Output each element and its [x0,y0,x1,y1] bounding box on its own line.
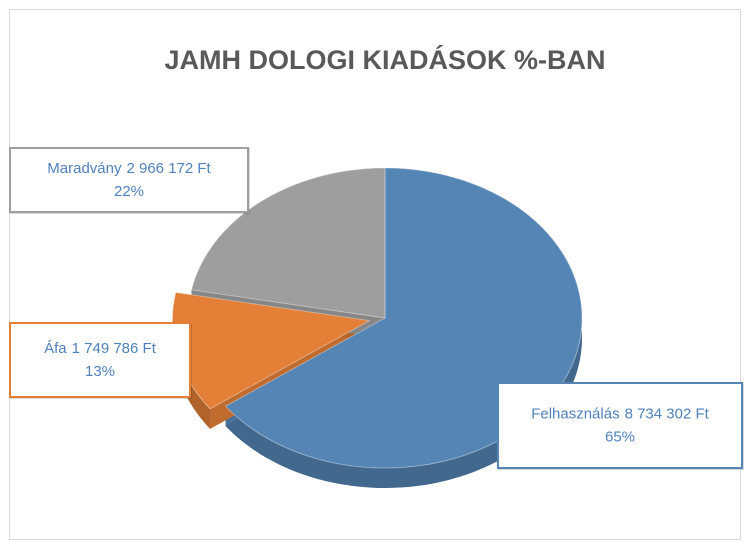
label-box [497,382,743,469]
category-label: Maradvány [47,160,122,177]
amount-label: 2 966 172 Ft [126,160,211,177]
data-labels: Felhasználás 8 734 302 Ft 65% Áfa 1 749 786 … [9,147,744,470]
amount-label: 1 749 786 Ft [72,340,157,357]
label-box [9,147,249,213]
data-label: Áfa 1 749 786 Ft [44,340,157,357]
value-label: 65% [605,428,635,445]
amount-label: 8 734 302 Ft [625,405,710,422]
chart-title: JAMH DOLOGI KIADÁSOK %-BAN [164,44,605,75]
data-label: Felhasználás 8 734 302 Ft [531,405,709,422]
value-label: 22% [114,183,144,200]
value-label: 13% [85,363,115,380]
category-label: Felhasználás [531,405,619,422]
data-label: Maradvány 2 966 172 Ft [47,160,211,177]
category-label: Áfa [44,340,67,357]
pie-tops [171,167,583,469]
slice [190,167,386,319]
label-box [9,322,191,398]
